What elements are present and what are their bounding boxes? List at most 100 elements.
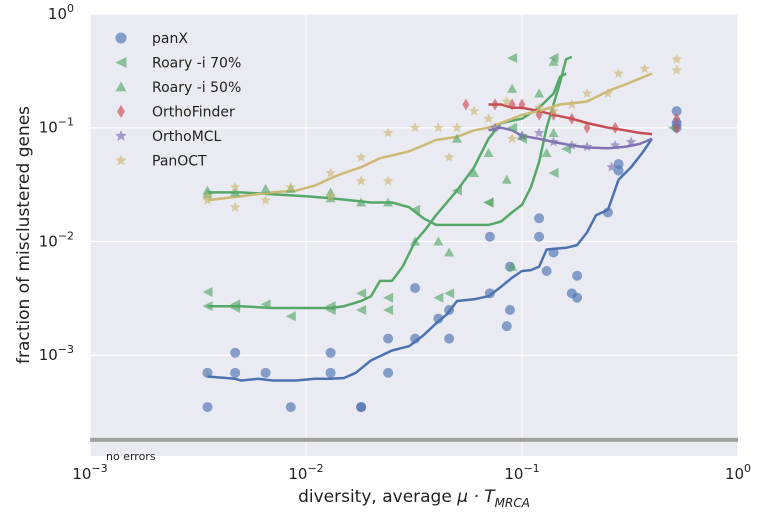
data-point-series-0: [230, 367, 241, 378]
data-point-series-4: [548, 136, 559, 147]
trend-line-5: [207, 72, 653, 202]
data-point-series-0: [534, 213, 545, 224]
data-point-series-0: [541, 266, 552, 277]
y-tick-label: 10−1: [39, 116, 74, 137]
data-point-series-2: [410, 236, 421, 246]
data-point-series-0: [572, 292, 583, 303]
data-point-series-0: [202, 402, 213, 413]
data-point-series-2: [383, 197, 394, 207]
data-point-series-1: [202, 301, 213, 312]
x-tick-label: 100: [725, 462, 751, 483]
data-point-series-0: [534, 231, 545, 242]
legend-label-0: panX: [152, 31, 188, 47]
x-axis-label-prefix: diversity, average: [298, 487, 457, 507]
x-axis-label: diversity, average μ · TMRCA: [298, 487, 530, 510]
trend-lines: [207, 55, 654, 382]
data-point-series-4: [625, 136, 637, 147]
data-point-series-5: [451, 122, 463, 133]
data-point-series-5: [671, 53, 682, 64]
data-points: [202, 53, 682, 413]
data-point-series-0: [484, 288, 495, 299]
data-point-series-5: [671, 64, 682, 75]
data-point-series-2: [451, 133, 462, 143]
data-point-series-0: [260, 367, 271, 378]
data-point-series-4: [581, 141, 593, 152]
data-point-series-0: [484, 231, 495, 242]
data-point-series-0: [505, 304, 516, 315]
data-point-series-5: [483, 113, 494, 124]
data-point-series-3: [491, 98, 499, 111]
data-point-series-0: [602, 207, 613, 218]
y-tick-label: 10−3: [39, 343, 74, 364]
data-point-series-5: [409, 122, 421, 133]
data-point-series-1: [451, 185, 462, 196]
data-point-series-2: [501, 174, 512, 184]
data-point-series-4: [533, 127, 545, 138]
legend-marker-5: [115, 154, 127, 166]
data-point-series-5: [566, 99, 578, 109]
legend-label-3: OrthoFinder: [152, 105, 235, 121]
data-point-series-0: [325, 347, 336, 358]
data-point-series-5: [639, 63, 650, 74]
y-axis-label: fraction of misclustered genes: [14, 106, 34, 364]
data-point-series-2: [534, 88, 545, 98]
no-errors-label: no errors: [106, 450, 156, 463]
data-point-series-0: [285, 402, 296, 413]
legend-marker-2: [115, 81, 127, 92]
data-point-series-5: [443, 151, 455, 162]
data-point-series-1: [383, 304, 394, 315]
data-point-series-3: [518, 98, 526, 111]
data-point-series-1: [285, 311, 296, 322]
data-point-series-5: [581, 88, 593, 98]
data-point-series-0: [356, 402, 367, 413]
data-point-series-3: [535, 108, 543, 121]
data-point-series-1: [507, 122, 518, 133]
data-point-series-2: [433, 236, 444, 246]
data-point-series-1: [260, 299, 271, 310]
data-point-series-4: [489, 122, 501, 133]
data-point-series-0: [613, 165, 624, 176]
x-tick-label: 10−2: [288, 462, 323, 483]
x-axis-label-math: μ · T: [456, 487, 496, 507]
data-point-series-2: [469, 168, 480, 178]
data-point-series-0: [548, 247, 559, 258]
x-tick-label: 10−3: [72, 462, 107, 483]
data-point-series-5: [229, 181, 241, 192]
data-point-series-2: [507, 261, 518, 271]
data-point-series-5: [533, 102, 545, 113]
data-point-series-2: [483, 147, 494, 157]
data-point-series-0: [444, 333, 455, 344]
legend-marker-1: [115, 57, 127, 68]
data-point-series-0: [410, 333, 421, 344]
data-point-series-1: [561, 144, 572, 155]
data-point-series-3: [611, 121, 619, 134]
legend-label-4: OrthoMCL: [152, 129, 222, 145]
data-point-series-2: [507, 83, 518, 93]
data-point-series-1: [410, 204, 421, 215]
data-point-series-1: [507, 53, 518, 64]
x-tick-label: 10−1: [504, 462, 539, 483]
legend-marker-3: [117, 104, 125, 119]
data-point-series-3: [583, 121, 591, 134]
data-point-series-3: [462, 98, 470, 111]
data-point-series-0: [202, 367, 213, 378]
data-point-series-2: [444, 247, 455, 257]
legend-label-2: Roary -i 50%: [152, 80, 241, 96]
data-point-series-2: [541, 147, 552, 157]
data-point-series-1: [548, 168, 559, 179]
data-point-series-2: [356, 197, 367, 207]
x-axis-label-sub: MRCA: [495, 496, 530, 510]
plot-background: [90, 14, 738, 456]
trend-line-2: [207, 72, 567, 310]
data-point-series-2: [548, 56, 559, 66]
data-point-series-5: [355, 175, 367, 186]
data-point-series-0: [444, 304, 455, 315]
data-point-series-1: [356, 304, 367, 315]
data-point-series-4: [609, 139, 621, 150]
data-point-series-5: [260, 194, 271, 205]
data-point-series-2: [230, 187, 241, 197]
data-point-series-5: [202, 194, 213, 205]
trend-line-1: [207, 55, 573, 227]
data-point-series-3: [508, 98, 516, 111]
data-point-series-0: [572, 270, 583, 281]
